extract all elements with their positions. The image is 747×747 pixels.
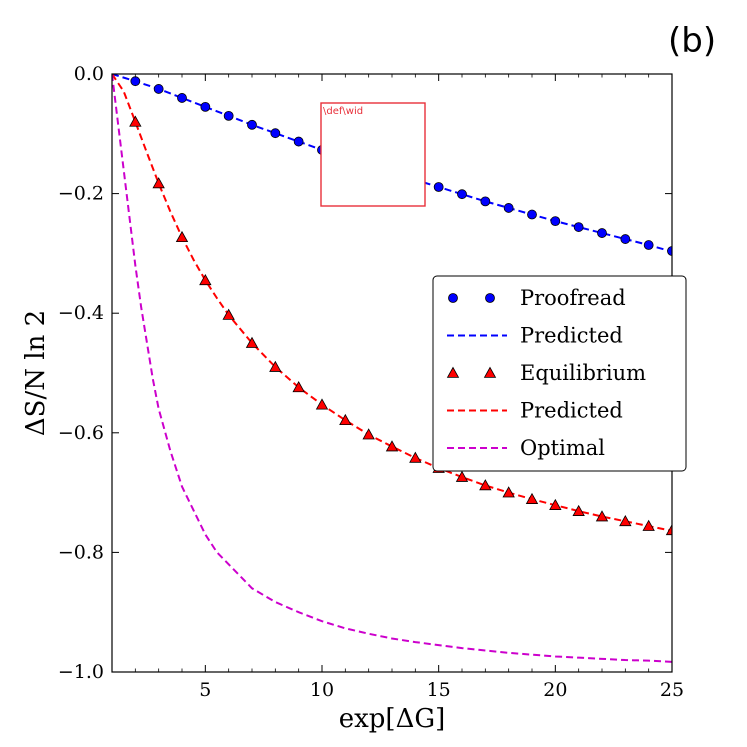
point-proofread-6 [223,110,234,121]
legend-entry-4: Optimal [447,436,605,460]
point-proofread-8 [270,128,281,139]
point-equilibrium-24 [642,519,655,531]
point-equilibrium-21 [572,504,585,516]
series-line-optimal-2 [112,74,672,663]
legend-swatch-2-1 [483,366,497,378]
legend-label-3: Predicted [520,399,623,423]
point-equilibrium-14 [409,451,422,463]
y-tick-label-2: −0.4 [58,302,104,324]
x-tick-label-25: 25 [660,679,684,701]
inset-box [320,102,426,207]
panel-label: (b) [668,21,716,61]
legend-entry-0: Proofread [448,286,626,310]
point-equilibrium-17 [479,479,492,491]
point-equilibrium-5 [199,273,212,286]
legend: Proofread Predicted Equilibrium Predicted Op… [432,275,687,472]
legend-label-2: Equilibrium [520,361,646,385]
point-proofread-25 [667,246,672,256]
legend-entry-3: Predicted [447,399,623,423]
point-equilibrium-7 [245,336,259,348]
legend-label-4: Optimal [520,436,605,460]
point-equilibrium-9 [292,381,305,393]
point-proofread-22 [597,228,607,238]
x-axis-label: exp[ΔG] [339,704,446,734]
point-proofread-9 [293,136,304,147]
point-equilibrium-6 [222,308,235,320]
x-tick-label-10: 10 [310,679,334,701]
inset-label: \def\wid [323,106,363,117]
point-equilibrium-11 [339,413,352,426]
point-proofread-20 [550,216,561,227]
point-equilibrium-16 [455,470,469,482]
point-proofread-5 [200,101,211,112]
inset-group: \def\wid [320,102,426,207]
point-equilibrium-12 [362,428,375,440]
legend-entry-2: Equilibrium [446,361,646,385]
x-tick-label-15: 15 [427,679,451,701]
x-tick-label-20: 20 [543,679,567,701]
legend-box [432,275,687,472]
y-axis-label: ΔS/N ln 2 [21,310,51,436]
point-equilibrium-22 [595,510,609,522]
legend-label-1: Predicted [520,324,623,348]
point-equilibrium-25 [665,523,672,536]
point-equilibrium-8 [269,360,282,372]
legend-swatch-2-0 [446,366,460,378]
series-line-predicted-1 [112,74,672,532]
y-tick-label-3: −0.6 [58,422,104,444]
point-equilibrium-19 [525,492,539,504]
point-proofread-16 [457,189,467,200]
point-equilibrium-4 [175,230,189,243]
point-proofread-15 [433,182,444,192]
point-equilibrium-18 [502,486,515,498]
point-equilibrium-2 [129,115,142,127]
point-proofread-7 [247,119,257,130]
point-proofread-18 [503,203,514,213]
point-proofread-21 [573,222,584,232]
y-tick-label-0: 0.0 [74,63,104,85]
point-proofread-17 [480,196,491,207]
point-proofread-2 [130,76,141,87]
point-equilibrium-3 [152,177,165,189]
point-proofread-3 [153,84,164,94]
legend-swatch-0-1 [485,293,495,303]
legend-label-0: Proofread [520,286,626,310]
point-equilibrium-10 [315,398,329,410]
y-tick-label-1: −0.2 [58,183,104,205]
y-tick-label-4: −0.8 [58,541,104,563]
point-proofread-23 [620,234,631,244]
point-equilibrium-13 [385,440,399,452]
point-equilibrium-20 [549,498,562,510]
point-proofread-19 [527,209,537,220]
point-equilibrium-23 [619,514,632,527]
x-tick-label-5: 5 [199,679,211,701]
point-proofread-4 [177,93,187,103]
legend-swatch-0-0 [448,293,458,303]
legend-entry-1: Predicted [447,324,623,348]
y-tick-label-5: −1.0 [58,661,104,683]
point-proofread-24 [643,240,654,250]
